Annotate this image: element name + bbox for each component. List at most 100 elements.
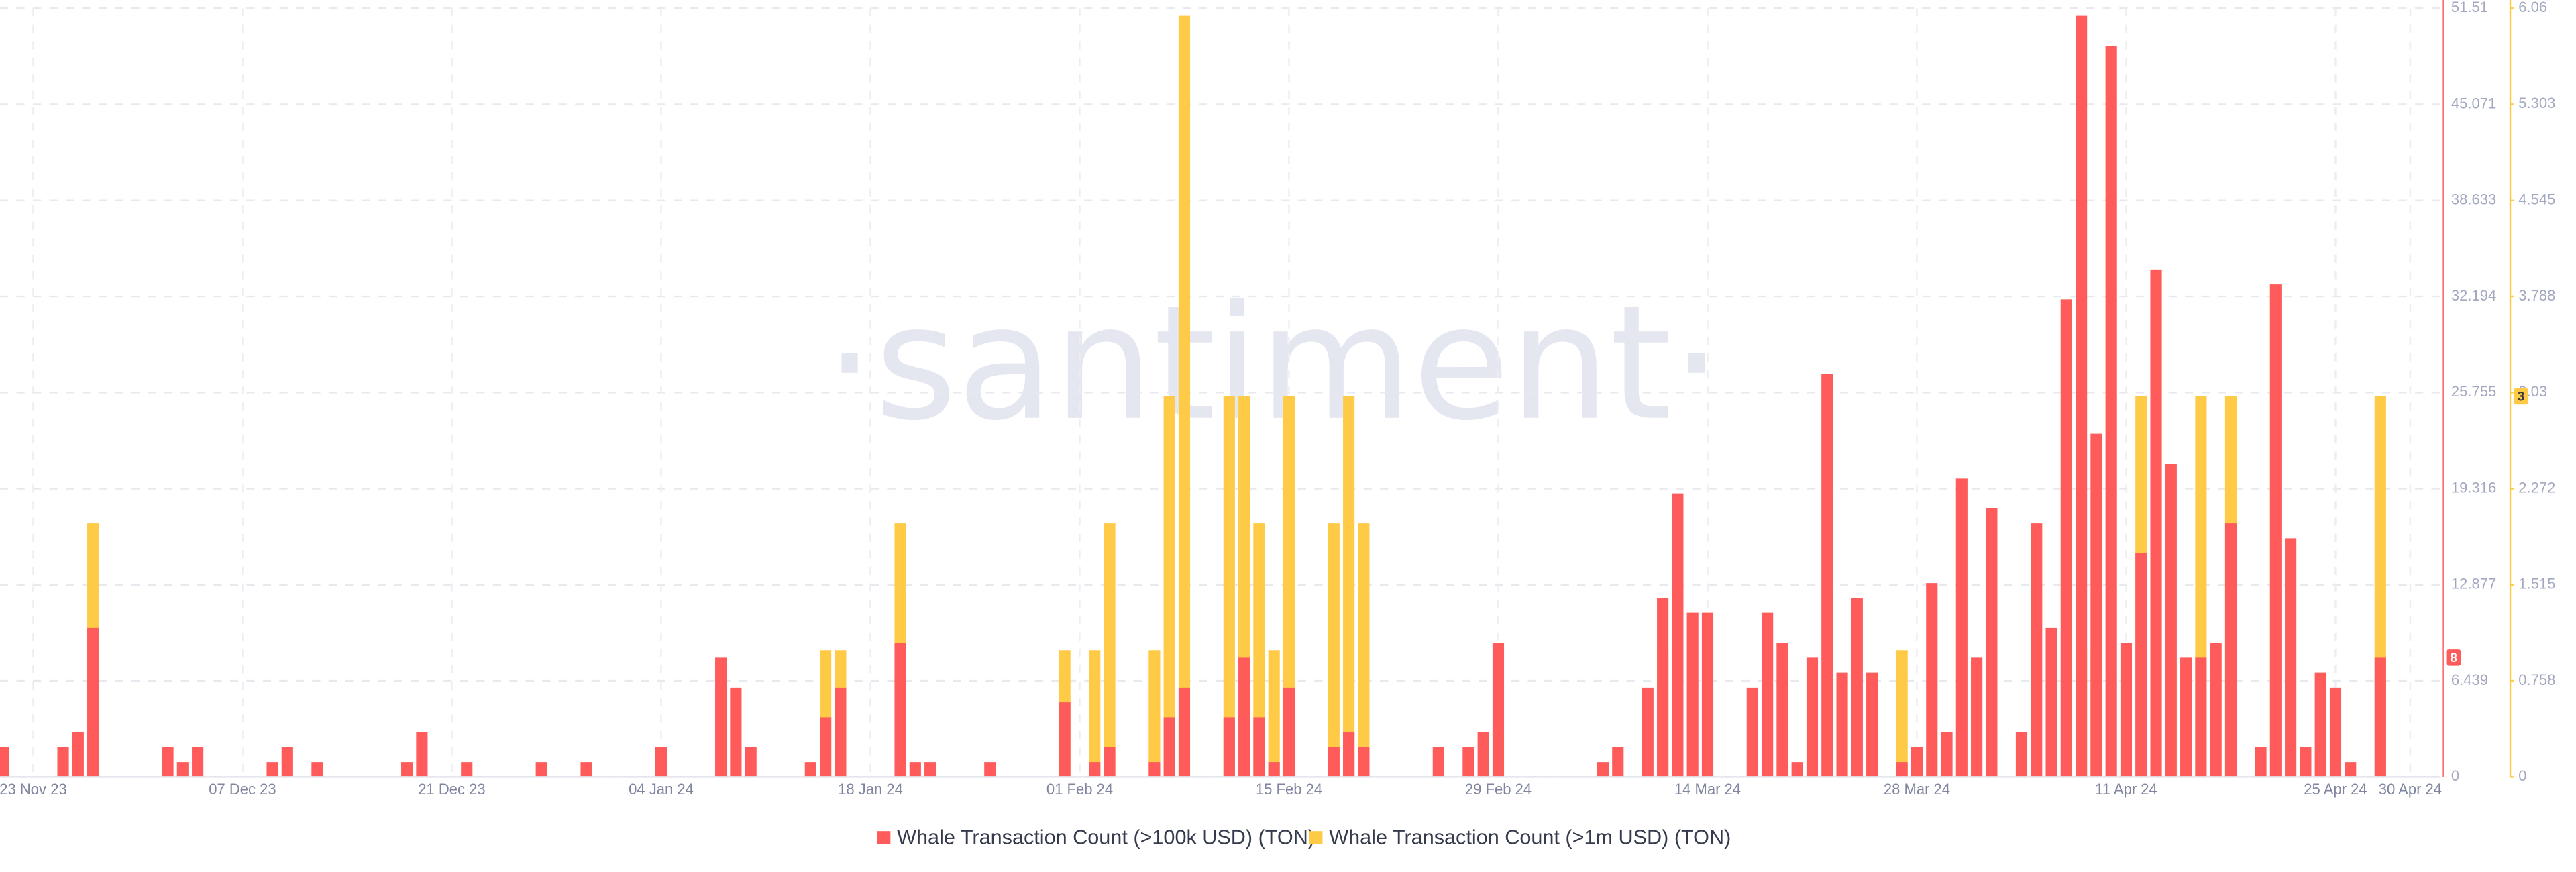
y2-tick-label: 3.788 [2518, 287, 2555, 304]
bar [1896, 762, 1908, 777]
bar [266, 762, 278, 777]
bar [1686, 612, 1699, 777]
bar [1821, 374, 1833, 777]
x-tick-label: 14 Mar 24 [1674, 781, 1741, 798]
bar [2150, 269, 2162, 777]
bar [1971, 657, 1983, 777]
legend-label[interactable]: Whale Transaction Count (>1m USD) (TON) [1329, 826, 1731, 849]
bar [1358, 747, 1370, 777]
last-value-tag [2513, 388, 2528, 405]
watermark: ·santiment· [824, 272, 1721, 455]
x-tick-label: 25 Apr 24 [2304, 781, 2367, 798]
bar [2210, 643, 2222, 777]
bar [2180, 657, 2192, 777]
bar [1343, 732, 1355, 777]
x-tick-label: 18 Jan 24 [838, 781, 903, 798]
bar [72, 732, 84, 777]
bar [2105, 46, 2117, 777]
y-tick-label: 32.194 [2451, 287, 2496, 304]
bar [1253, 717, 1265, 777]
x-tick-label: 07 Dec 23 [209, 781, 276, 798]
bar [804, 762, 816, 777]
bar [1477, 732, 1489, 777]
bars [0, 15, 2386, 777]
bar [1492, 643, 1505, 777]
bar [2045, 627, 2057, 777]
x-tick-label: 04 Jan 24 [629, 781, 694, 798]
y-tick-label: 0 [2451, 767, 2459, 784]
x-tick-label: 15 Feb 24 [1256, 781, 1322, 798]
bar [1104, 523, 1116, 777]
bar [2374, 657, 2386, 777]
bar [1328, 523, 1340, 777]
bar [1223, 717, 1235, 777]
bar [281, 747, 293, 777]
bar [580, 762, 592, 777]
bar [909, 762, 921, 777]
x-tick-label: 21 Dec 23 [418, 781, 485, 798]
bar [1432, 747, 1444, 777]
bar [655, 747, 667, 777]
bar [924, 762, 936, 777]
bar [535, 762, 547, 777]
bar [730, 687, 742, 777]
bar [2195, 657, 2207, 777]
legend-swatch[interactable] [877, 831, 891, 844]
last-value-label: 8 [2450, 651, 2457, 665]
bar [2269, 284, 2282, 777]
x-tick-label: 30 Apr 24 [2379, 781, 2442, 798]
bar [311, 762, 323, 777]
bar [984, 762, 996, 777]
y-tick-label: 45.071 [2451, 95, 2496, 111]
y2-tick-label: 2.272 [2518, 479, 2555, 496]
last-value-tag [2446, 649, 2461, 666]
legend-swatch[interactable] [1309, 831, 1323, 844]
bar [2076, 15, 2088, 777]
bar [1178, 15, 1191, 777]
y-tick-label: 38.633 [2451, 191, 2496, 208]
legend-label[interactable]: Whale Transaction Count (>100k USD) (TON… [897, 826, 1315, 849]
bar [1941, 732, 1953, 777]
bar [1089, 762, 1101, 777]
x-tick-label: 01 Feb 24 [1046, 781, 1113, 798]
bar [1642, 687, 1654, 777]
bar [1776, 643, 1788, 777]
y2-tick-label: 5.303 [2518, 95, 2555, 111]
bar [1104, 747, 1116, 777]
bar [192, 747, 204, 777]
y-tick-label: 19.316 [2451, 479, 2496, 496]
bar [1657, 598, 1669, 777]
y2-tick-label: 0.758 [2518, 671, 2555, 688]
bar [1358, 523, 1370, 777]
x-tick-label: 23 Nov 23 [0, 781, 67, 798]
bar [1911, 747, 1923, 777]
bar [0, 747, 9, 777]
bar [2165, 464, 2177, 777]
bar [835, 687, 847, 777]
bar [1462, 747, 1474, 777]
bar [2031, 523, 2043, 777]
legend[interactable]: Whale Transaction Count (>100k USD) (TON… [877, 826, 1731, 849]
bar [894, 643, 906, 777]
bar [1836, 672, 1848, 777]
x-tick-label: 28 Mar 24 [1884, 781, 1950, 798]
bar [1148, 650, 1161, 777]
bar [745, 747, 757, 777]
last-value-label: 3 [2518, 389, 2525, 404]
bar [401, 762, 413, 777]
bar [1283, 396, 1295, 777]
bar [2255, 747, 2267, 777]
y-tick-label: 12.877 [2451, 576, 2496, 592]
bar [1268, 762, 1280, 777]
bar [2015, 732, 2028, 777]
y2-tick-label: 1.515 [2518, 576, 2555, 592]
bar [1806, 657, 1819, 777]
bar [1178, 687, 1191, 777]
bar [2060, 299, 2072, 777]
bar [1701, 612, 1714, 777]
bar [1223, 396, 1235, 777]
x-tick-label: 29 Feb 24 [1465, 781, 1532, 798]
bar [1597, 762, 1609, 777]
